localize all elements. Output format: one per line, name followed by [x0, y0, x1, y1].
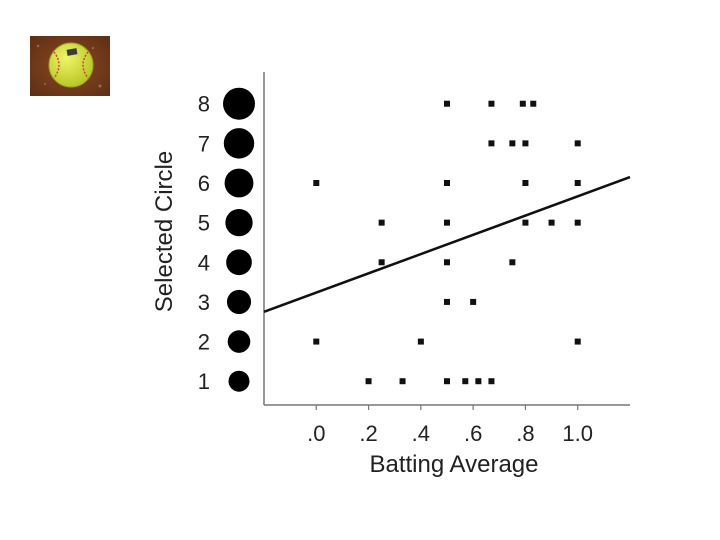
data-point [509, 259, 516, 266]
size-circle [226, 249, 252, 276]
data-point [522, 140, 529, 147]
data-point [519, 100, 526, 107]
circle-size-legend [223, 87, 255, 392]
data-point [488, 378, 495, 385]
x-tick-labels: .0 .2 .4 .6 .8 1.0 [307, 405, 593, 446]
y-tick-label: 4 [198, 250, 210, 275]
data-point [444, 259, 450, 266]
data-point [444, 298, 450, 305]
data-point [522, 180, 529, 186]
y-tick-label: 1 [198, 369, 210, 394]
data-point [365, 378, 372, 385]
data-point [444, 100, 450, 107]
data-points [313, 100, 581, 385]
axes [263, 72, 630, 406]
size-circle [224, 168, 254, 198]
data-point [548, 219, 555, 226]
y-tick-label: 6 [198, 171, 210, 196]
x-tick-label: .4 [412, 421, 430, 446]
size-circle [226, 289, 252, 314]
data-point [522, 219, 529, 226]
data-point [444, 219, 450, 226]
data-point [530, 100, 537, 107]
data-point [399, 378, 406, 385]
data-point [313, 338, 320, 345]
x-axis-title: Batting Average [369, 451, 538, 478]
size-circle [228, 370, 250, 392]
data-point [444, 378, 450, 385]
data-point [475, 378, 482, 385]
data-point [470, 298, 477, 305]
data-point [462, 378, 469, 385]
y-tick-labels: 1 2 3 4 5 6 7 8 [198, 92, 210, 395]
x-tick-label: .8 [516, 421, 534, 446]
data-point [574, 140, 581, 147]
size-circle [225, 209, 253, 237]
data-point [417, 338, 424, 345]
size-circle [227, 330, 251, 353]
x-tick-label: .6 [464, 421, 482, 446]
x-tick-label: .2 [359, 421, 377, 446]
y-tick-label: 2 [198, 330, 210, 355]
data-point [488, 140, 495, 147]
data-point [509, 140, 516, 147]
x-tick-label: .0 [307, 421, 325, 446]
data-point [378, 219, 385, 226]
y-tick-label: 5 [198, 211, 210, 236]
softball-icon [48, 42, 94, 88]
x-tick-label: 1.0 [562, 421, 593, 446]
data-point [574, 219, 581, 226]
y-tick-label: 7 [198, 131, 210, 156]
size-circle [223, 128, 255, 159]
regression-line [263, 175, 631, 314]
data-point [378, 259, 385, 266]
y-tick-label: 8 [198, 92, 210, 117]
data-point [488, 100, 495, 107]
data-point [574, 338, 581, 345]
data-point [574, 180, 581, 186]
y-tick-label: 3 [198, 290, 210, 315]
size-circle [223, 87, 255, 120]
softball-thumbnail [30, 36, 110, 96]
y-axis-title: Selected Circle [151, 151, 178, 312]
data-point [313, 180, 320, 186]
data-point [444, 180, 450, 186]
